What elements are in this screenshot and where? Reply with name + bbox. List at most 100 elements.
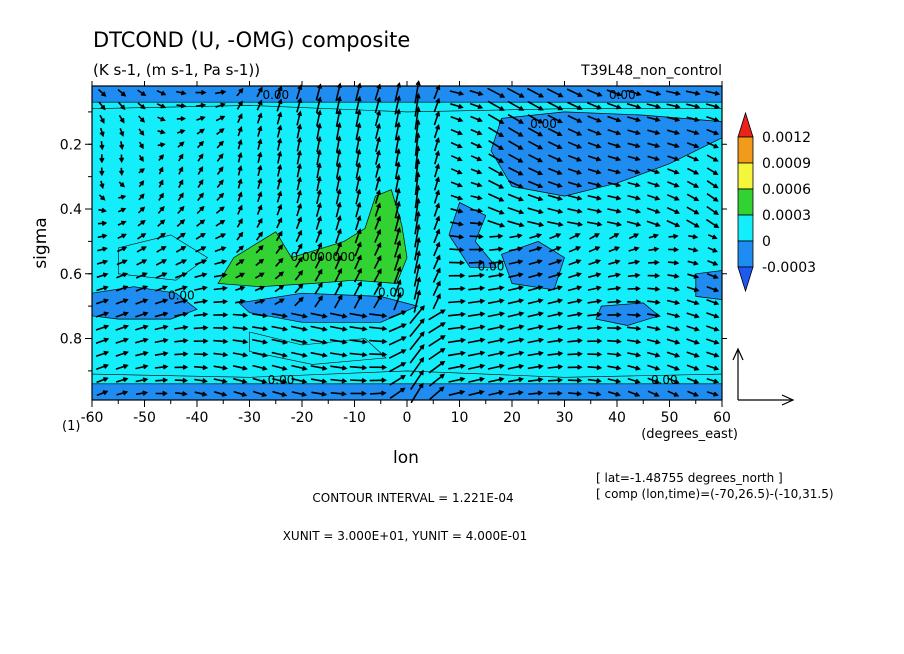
wind-vector	[428, 347, 446, 361]
wind-vector	[647, 168, 661, 175]
wind-vector	[706, 141, 719, 149]
y-tick-label-0: 0.2	[60, 137, 82, 153]
wind-vector	[138, 154, 144, 163]
wind-vector	[507, 220, 525, 228]
wind-vector	[296, 136, 302, 152]
wind-vector	[706, 312, 720, 319]
wind-vector	[567, 168, 583, 175]
wind-vector	[294, 283, 304, 294]
wind-vector	[254, 285, 266, 292]
wind-vector	[290, 338, 308, 345]
wind-vector	[176, 103, 187, 109]
wind-vector	[136, 246, 147, 253]
wind-vector	[329, 325, 348, 332]
wind-vector	[648, 259, 660, 266]
wind-vector	[95, 337, 110, 344]
wind-vector	[607, 142, 622, 149]
wind-vector	[686, 103, 701, 109]
wind-vector	[156, 232, 166, 240]
wind-vector	[450, 221, 464, 227]
wind-vector	[647, 273, 661, 279]
wind-vector	[314, 295, 323, 308]
wind-vector	[369, 377, 387, 383]
wind-vector	[388, 349, 407, 359]
wind-vector	[252, 326, 269, 332]
wind-vector	[178, 166, 184, 175]
wind-vector	[414, 106, 421, 130]
wind-vector	[470, 115, 483, 123]
wind-vector	[706, 167, 719, 175]
wind-vector	[394, 227, 402, 245]
wind-vector	[254, 272, 265, 279]
wind-vector	[508, 246, 524, 252]
contour-interval-note: CONTOUR INTERVAL = 1.221E-04	[312, 491, 513, 505]
wind-vector	[587, 285, 602, 291]
wind-vector	[213, 365, 229, 371]
wind-vector	[295, 243, 303, 255]
wind-vector	[197, 166, 204, 175]
wind-vector	[291, 312, 308, 319]
colorbar-segment-3	[737, 188, 754, 216]
wind-vector	[369, 325, 388, 332]
wind-vector	[197, 140, 205, 149]
wind-vector	[335, 161, 342, 179]
wind-vector	[547, 351, 564, 357]
wind-vector	[193, 351, 209, 357]
wind-vector	[528, 390, 544, 396]
wind-vector	[587, 311, 603, 318]
wind-vector	[235, 259, 245, 266]
wind-vector	[607, 325, 622, 331]
wind-vector	[194, 272, 208, 279]
wind-vector	[135, 285, 149, 292]
x-tick-label-9: 30	[556, 410, 574, 426]
wind-vector	[295, 216, 303, 230]
wind-vector	[213, 272, 228, 278]
wind-vector	[667, 273, 680, 279]
wind-vector	[607, 365, 622, 371]
wind-vector	[607, 351, 622, 358]
wind-vector	[488, 166, 504, 176]
wind-vector	[97, 220, 108, 226]
wind-vector	[296, 189, 302, 204]
wind-vector	[316, 109, 322, 127]
wind-vector	[98, 101, 106, 111]
wind-vector	[547, 364, 564, 370]
wind-vector	[433, 228, 441, 244]
wind-vector	[255, 231, 263, 241]
wind-vector	[567, 351, 583, 357]
wind-vector	[353, 293, 362, 309]
wind-vector	[118, 114, 125, 124]
wind-vector	[355, 135, 362, 153]
y-tick-label-1: 0.4	[60, 202, 82, 218]
wind-vector	[487, 126, 505, 137]
wind-vector	[548, 246, 562, 253]
contour-label-0: 0.00	[262, 88, 289, 102]
wind-vector	[255, 258, 265, 267]
wind-vector	[194, 259, 208, 266]
wind-vector	[335, 201, 342, 218]
wind-vector	[469, 102, 484, 110]
wind-vector	[257, 151, 263, 163]
wind-vector	[394, 134, 401, 154]
wind-vector	[627, 272, 641, 279]
wind-vector	[587, 194, 602, 201]
contour-label-4: 0.00	[268, 373, 295, 387]
wind-vector	[607, 312, 622, 318]
wind-vector	[668, 247, 680, 253]
wind-vector	[527, 207, 544, 215]
wind-vector	[95, 298, 109, 305]
wind-vector	[587, 378, 602, 384]
wind-vector	[488, 272, 505, 278]
wind-vector	[335, 135, 342, 153]
wind-vector	[433, 137, 440, 152]
wind-vector	[296, 176, 302, 191]
wind-vector	[237, 151, 243, 163]
wind-vector	[353, 280, 362, 296]
wind-vector	[489, 233, 504, 239]
wind-vector	[414, 93, 421, 117]
wind-vector	[310, 378, 328, 384]
wind-vector	[355, 148, 362, 166]
wind-vector	[115, 285, 129, 292]
wind-vector	[647, 142, 661, 149]
wind-vector	[433, 202, 441, 217]
